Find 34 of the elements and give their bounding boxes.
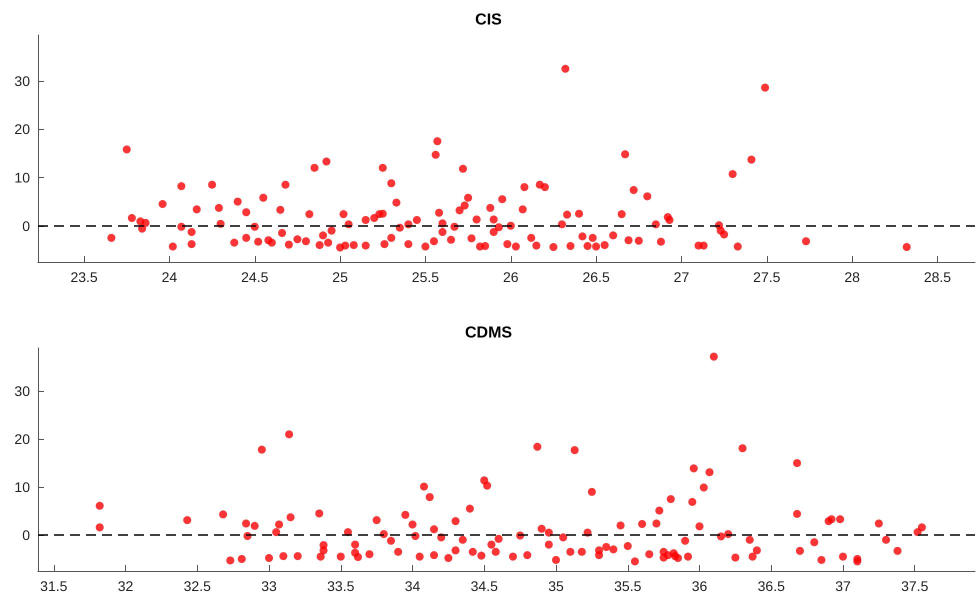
- y-tick-label: 30: [14, 72, 30, 89]
- y-tick-label: 10: [14, 169, 30, 186]
- x-tick-label: 24: [162, 269, 178, 285]
- x-tick-label: 32.5: [184, 578, 212, 594]
- x-tick-label: 34.5: [470, 578, 498, 594]
- y-tick-label: 0: [22, 218, 30, 234]
- y-tick-label: 10: [14, 479, 30, 496]
- x-tick-label: 36: [692, 578, 708, 594]
- x-tick-label: 31.5: [40, 578, 68, 594]
- chart-title: CIS: [475, 12, 502, 28]
- x-tick-label: 26.5: [582, 269, 610, 285]
- x-tick-label: 36.5: [758, 578, 786, 594]
- y-tick-label: 30: [14, 383, 30, 400]
- x-tick-label: 27.5: [753, 269, 781, 285]
- x-tick-label: 25.5: [412, 269, 440, 285]
- x-tick-label: 28: [844, 269, 860, 285]
- x-tick-label: 33: [261, 578, 278, 594]
- x-tick-label: 32: [118, 578, 134, 594]
- x-tick-label: 28.5: [924, 269, 952, 285]
- x-tick-label: 35.5: [614, 578, 642, 594]
- chart-title: CDMS: [464, 324, 512, 342]
- x-tick-label: 24.5: [241, 269, 269, 285]
- y-tick-label: 0: [22, 527, 30, 544]
- x-tick-label: 23.5: [70, 269, 98, 285]
- x-tick-label: 26: [502, 269, 519, 285]
- x-tick-label: 37.5: [901, 578, 929, 594]
- x-tick-label: 37: [835, 578, 851, 594]
- x-tick-label: 27: [674, 269, 690, 285]
- y-tick-label: 20: [14, 431, 30, 448]
- y-tick-label: 20: [14, 121, 30, 138]
- x-tick-label: 33.5: [327, 578, 355, 594]
- x-tick-label: 34: [404, 578, 421, 594]
- x-tick-label: 25: [332, 269, 348, 285]
- x-tick-label: 35: [548, 578, 564, 594]
